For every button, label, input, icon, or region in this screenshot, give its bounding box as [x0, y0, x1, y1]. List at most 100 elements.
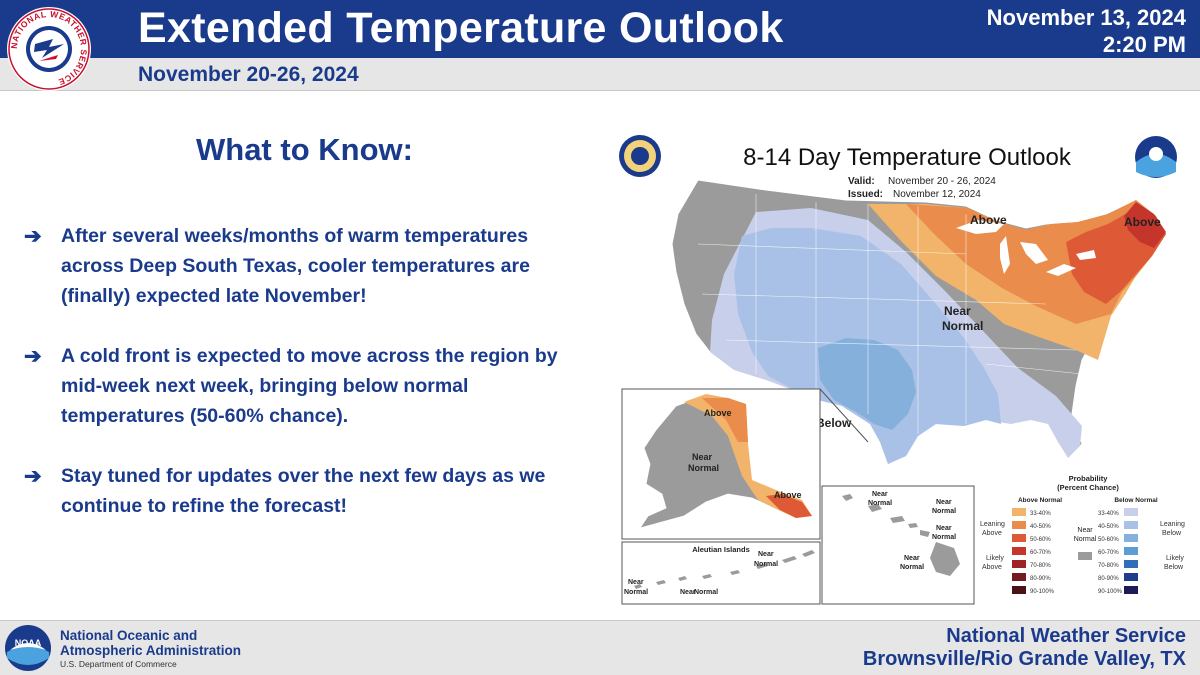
page-subtitle: November 20-26, 2024 — [138, 63, 359, 86]
legend-below-swatch — [1124, 508, 1138, 516]
bullet-text: After several weeks/months of warm tempe… — [61, 225, 530, 307]
label-normal-hawaii-3: Normal — [932, 534, 956, 541]
state-borders — [697, 194, 1083, 434]
legend-above-range: 40-50% — [1030, 524, 1051, 530]
legend-below-range: 33-40% — [1098, 511, 1119, 517]
legend-above-range: 80-90% — [1030, 576, 1051, 582]
label-normal-hawaii-2: Normal — [932, 508, 956, 515]
legend-subtitle: (Percent Chance) — [1057, 483, 1119, 492]
list-item: ➔ After several weeks/months of warm tem… — [24, 221, 584, 311]
subtitle-band — [0, 58, 1200, 91]
label-above-alaska-north: Above — [704, 408, 732, 418]
label-normal-aleutian-east: Normal — [754, 561, 778, 568]
legend-above-swatch — [1012, 560, 1026, 568]
map-valid-value: November 20 - 26, 2024 — [888, 176, 996, 187]
legend-below-range: 80-90% — [1098, 576, 1119, 582]
label-above-great-lakes: Above — [970, 213, 1007, 227]
issue-datetime: November 13, 2024 2:20 PM — [987, 4, 1186, 58]
legend-above-swatch — [1012, 573, 1026, 581]
aleutian-island-chain — [634, 550, 815, 589]
footer-band — [0, 620, 1200, 675]
legend-likely-above-1: Likely — [986, 555, 1004, 562]
legend-below-swatches: 33-40% 40-50% 50-60% 60-70% 70-80% 80-90% 90-1… — [1098, 508, 1138, 595]
great-lakes — [956, 220, 1096, 276]
list-item: ➔ Stay tuned for updates over the next f… — [24, 461, 584, 521]
legend-above-swatch — [1012, 534, 1026, 542]
arrow-right-icon: ➔ — [24, 465, 42, 488]
noaa-seal-icon — [1135, 136, 1177, 178]
map-title: 8-14 Day Temperature Outlook — [743, 144, 1072, 171]
legend-likely-below-2: Below — [1164, 564, 1184, 571]
alaska-inset: Above Above Near Normal — [621, 388, 869, 540]
legend-below-swatch — [1124, 534, 1138, 542]
legend-below-range: 40-50% — [1098, 524, 1119, 530]
label-near-hawaii-3: Near — [936, 525, 952, 532]
alaska-above-33-40 — [684, 394, 812, 518]
legend-above-range: 90-100% — [1030, 589, 1055, 595]
label-normal-aleutian-west: Normal — [624, 589, 648, 596]
noaa-name-line1: National Oceanic and — [60, 628, 198, 643]
label-near-aleutian-east: Near — [758, 551, 774, 558]
legend-leaning-above-1: Leaning — [980, 521, 1005, 528]
doc-seal-icon — [619, 135, 661, 177]
bullet-text: A cold front is expected to move across … — [61, 345, 558, 427]
nws-logo: NATIONAL WEATHER SERVICE — [7, 7, 91, 91]
legend-leaning-above-2: Above — [982, 530, 1002, 537]
aleutian-inset: Aleutian Islands Near Normal Near Normal… — [621, 541, 821, 605]
above-normal-60-70 — [1124, 202, 1166, 248]
label-above-alaska-south: Above — [774, 490, 802, 500]
label-below-texas: Below — [816, 416, 852, 430]
label-normal-conus: Normal — [942, 319, 983, 333]
issue-time: 2:20 PM — [1102, 32, 1186, 57]
header-band — [0, 0, 1200, 58]
legend-above-range: 50-60% — [1030, 537, 1051, 543]
label-normal-hawaii-1: Normal — [868, 500, 892, 507]
map-issued-value: November 12, 2024 — [893, 189, 981, 200]
label-normal-hawaii-4: Normal — [900, 564, 924, 571]
legend-below-swatch — [1124, 521, 1138, 529]
legend-below-swatch — [1124, 586, 1138, 594]
legend-below-swatch — [1124, 560, 1138, 568]
legend-above-swatch — [1012, 508, 1026, 516]
legend-near-normal-swatch — [1078, 552, 1092, 560]
label-near-aleutian-west: Near — [628, 579, 644, 586]
label-near-hawaii-4: Near — [904, 555, 920, 562]
label-normal-aleutian-mid: Normal — [694, 589, 718, 596]
list-item: ➔ A cold front is expected to move acros… — [24, 341, 584, 431]
legend-below-swatch — [1124, 573, 1138, 581]
legend-above-swatches: 33-40% 40-50% 50-60% 60-70% 70-80% 80-90% 90-1… — [1012, 508, 1055, 595]
bullet-list: ➔ After several weeks/months of warm tem… — [24, 221, 584, 551]
legend-below-range: 50-60% — [1098, 537, 1119, 543]
label-near-alaska: Near — [692, 452, 713, 462]
legend-normal-label: Normal — [1074, 536, 1097, 543]
legend-title: Probability — [1069, 474, 1109, 483]
legend-below-range: 90-100% — [1098, 589, 1123, 595]
legend-likely-above-2: Above — [982, 564, 1002, 571]
label-near-hawaii-1: Near — [872, 491, 888, 498]
label-above-northeast: Above — [1124, 215, 1161, 229]
legend-leaning-below-1: Leaning — [1160, 521, 1185, 528]
hawaii-inset: Near Normal Near Normal Near Normal Near… — [821, 485, 975, 605]
office-name-line2: Brownsville/Rio Grande Valley, TX — [862, 648, 1186, 670]
arrow-right-icon: ➔ — [24, 345, 42, 368]
map-issued-label: Issued: — [848, 189, 883, 200]
what-to-know-heading: What to Know: — [196, 132, 413, 167]
alaska-above-50-60 — [766, 494, 812, 518]
map-valid-label: Valid: — [848, 176, 875, 187]
legend-above-range: 33-40% — [1030, 511, 1051, 517]
noaa-dept: U.S. Department of Commerce — [60, 659, 177, 669]
legend-below-header: Below Normal — [1114, 497, 1158, 504]
legend-leaning-below-2: Below — [1162, 530, 1182, 537]
issue-date: November 13, 2024 — [986, 5, 1186, 30]
label-normal-alaska: Normal — [688, 463, 719, 473]
noaa-logo-text: NOAA — [15, 638, 42, 648]
noaa-logo: NOAA — [5, 625, 51, 671]
below-normal-50-60 — [818, 338, 916, 430]
label-near-aleutian-mid: Near — [680, 589, 696, 596]
hawaii-islands — [842, 494, 960, 576]
office-name-line1: National Weather Service — [946, 625, 1186, 647]
legend-above-swatch — [1012, 586, 1026, 594]
bullet-text: Stay tuned for updates over the next few… — [61, 465, 546, 517]
probability-legend: Probability (Percent Chance) Above Norma… — [980, 474, 1185, 595]
legend-below-range: 60-70% — [1098, 550, 1119, 556]
